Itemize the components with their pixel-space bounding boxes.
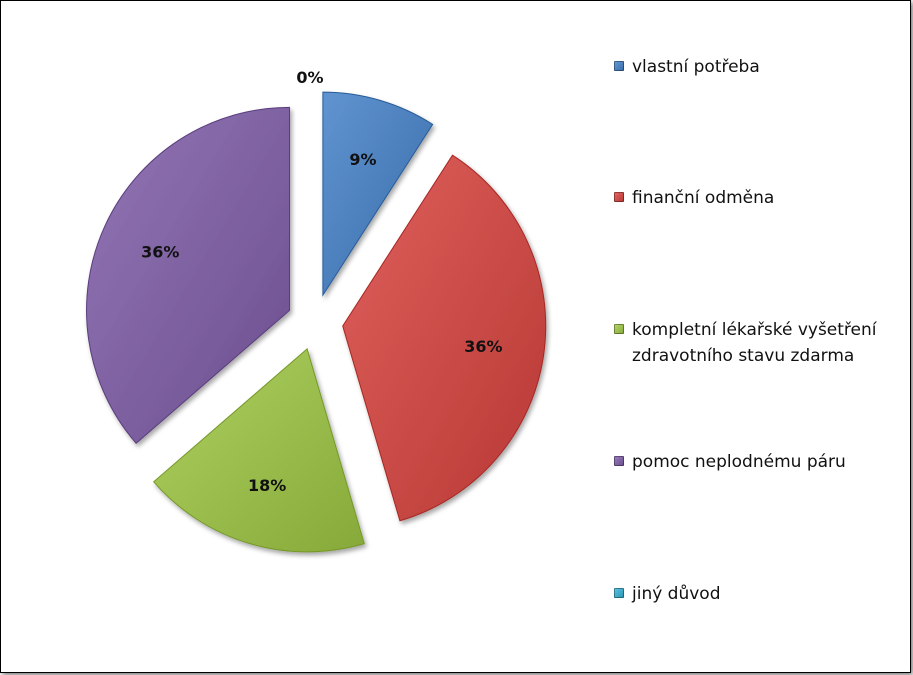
legend-label: finanční odměna xyxy=(632,188,775,208)
legend-label: pomoc neplodnému páru xyxy=(632,452,846,472)
legend-swatch xyxy=(614,324,624,334)
data-label-vlastni-potreba: 9% xyxy=(349,150,376,169)
data-label-pomoc-neplodnemu-paru: 36% xyxy=(141,242,179,261)
slice-vlastni-potreba xyxy=(322,91,434,297)
slice-pomoc-neplodnemu-paru xyxy=(86,106,291,445)
slice-kompletni-lekarske-vysetreni xyxy=(152,347,365,553)
legend-swatch xyxy=(614,61,624,71)
legend-label: jiný důvod xyxy=(632,584,721,604)
legend-label: vlastní potřeba xyxy=(632,57,760,77)
data-label-kompletni-lekarske-vysetreni: 18% xyxy=(248,476,286,495)
legend-swatch xyxy=(614,588,624,598)
legend-swatch xyxy=(614,456,624,466)
legend-label: kompletní lékařské vyšetření zdravotního… xyxy=(632,320,877,366)
data-label-financni-odmena: 36% xyxy=(464,337,502,356)
data-label-jiny-duvod: 0% xyxy=(296,68,323,87)
slice-financni-odmena xyxy=(342,154,547,522)
legend-swatch xyxy=(614,192,624,202)
